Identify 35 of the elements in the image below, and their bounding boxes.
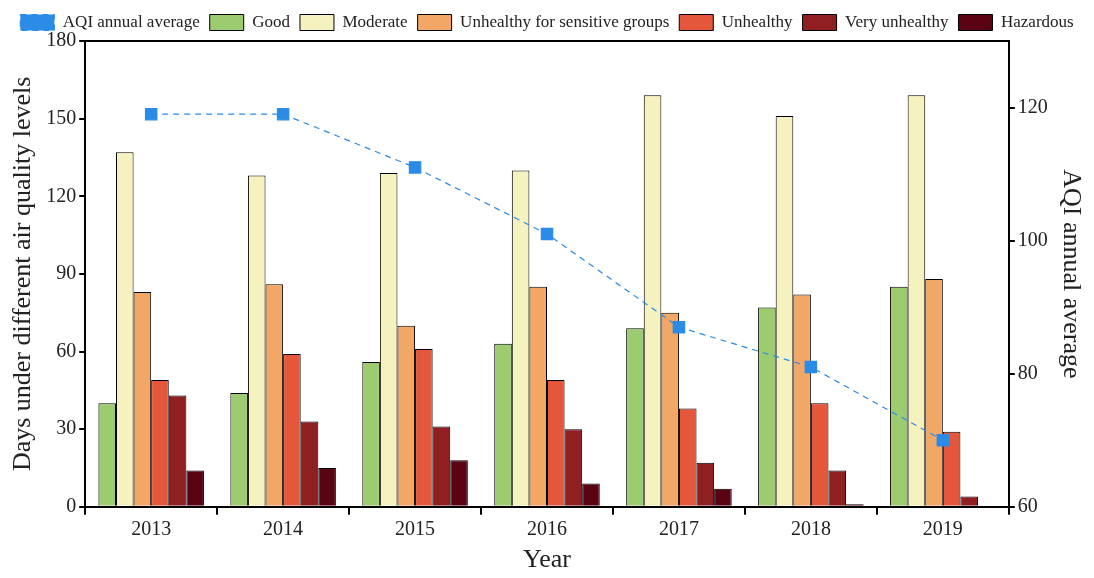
point: [408, 161, 422, 174]
y2-tick-label: 120: [1017, 94, 1048, 117]
x-tick-label: 2019: [922, 517, 963, 540]
x-tick-label: 2015: [395, 517, 436, 540]
x-tick-label: 2017: [658, 517, 699, 540]
point: [540, 227, 554, 241]
y-tick-label: 90: [56, 261, 77, 284]
y2-axis-title: AQI annual average: [1057, 169, 1087, 379]
x-tick-label: 2013: [131, 517, 172, 540]
point: [804, 360, 818, 374]
y-axis-title: Days under different air quality levels: [7, 76, 37, 472]
x-axis-title: Year: [523, 544, 572, 574]
y2-tick-label: 60: [1017, 494, 1038, 517]
y2-tick-label: 80: [1017, 360, 1038, 383]
y-tick-label: 150: [46, 105, 77, 128]
y-tick-label: 0: [66, 494, 77, 517]
point: [144, 107, 158, 121]
legend-label: AQI annual average: [62, 11, 200, 31]
point: [936, 434, 950, 447]
x-tick-label: 2016: [527, 517, 567, 540]
x-tick-label: 2018: [790, 517, 831, 540]
point: [672, 320, 686, 334]
y-tick-label: 30: [56, 416, 77, 439]
legend-label: Unhealthy: [721, 11, 794, 31]
x-tick-label: 2014: [263, 517, 304, 540]
y2-tick-label: 100: [1017, 227, 1048, 250]
legend-label: Hazardous: [1000, 11, 1074, 31]
y-tick-label: 180: [46, 28, 77, 51]
legend-label: Good: [252, 11, 291, 31]
point: [276, 107, 290, 121]
y-tick-label: 120: [46, 183, 77, 206]
legend-label: Moderate: [342, 11, 408, 31]
legend-label: Very unhealthy: [845, 11, 949, 31]
y-tick-label: 60: [56, 338, 77, 361]
legend-label: Unhealthy for sensitive groups: [460, 11, 670, 31]
